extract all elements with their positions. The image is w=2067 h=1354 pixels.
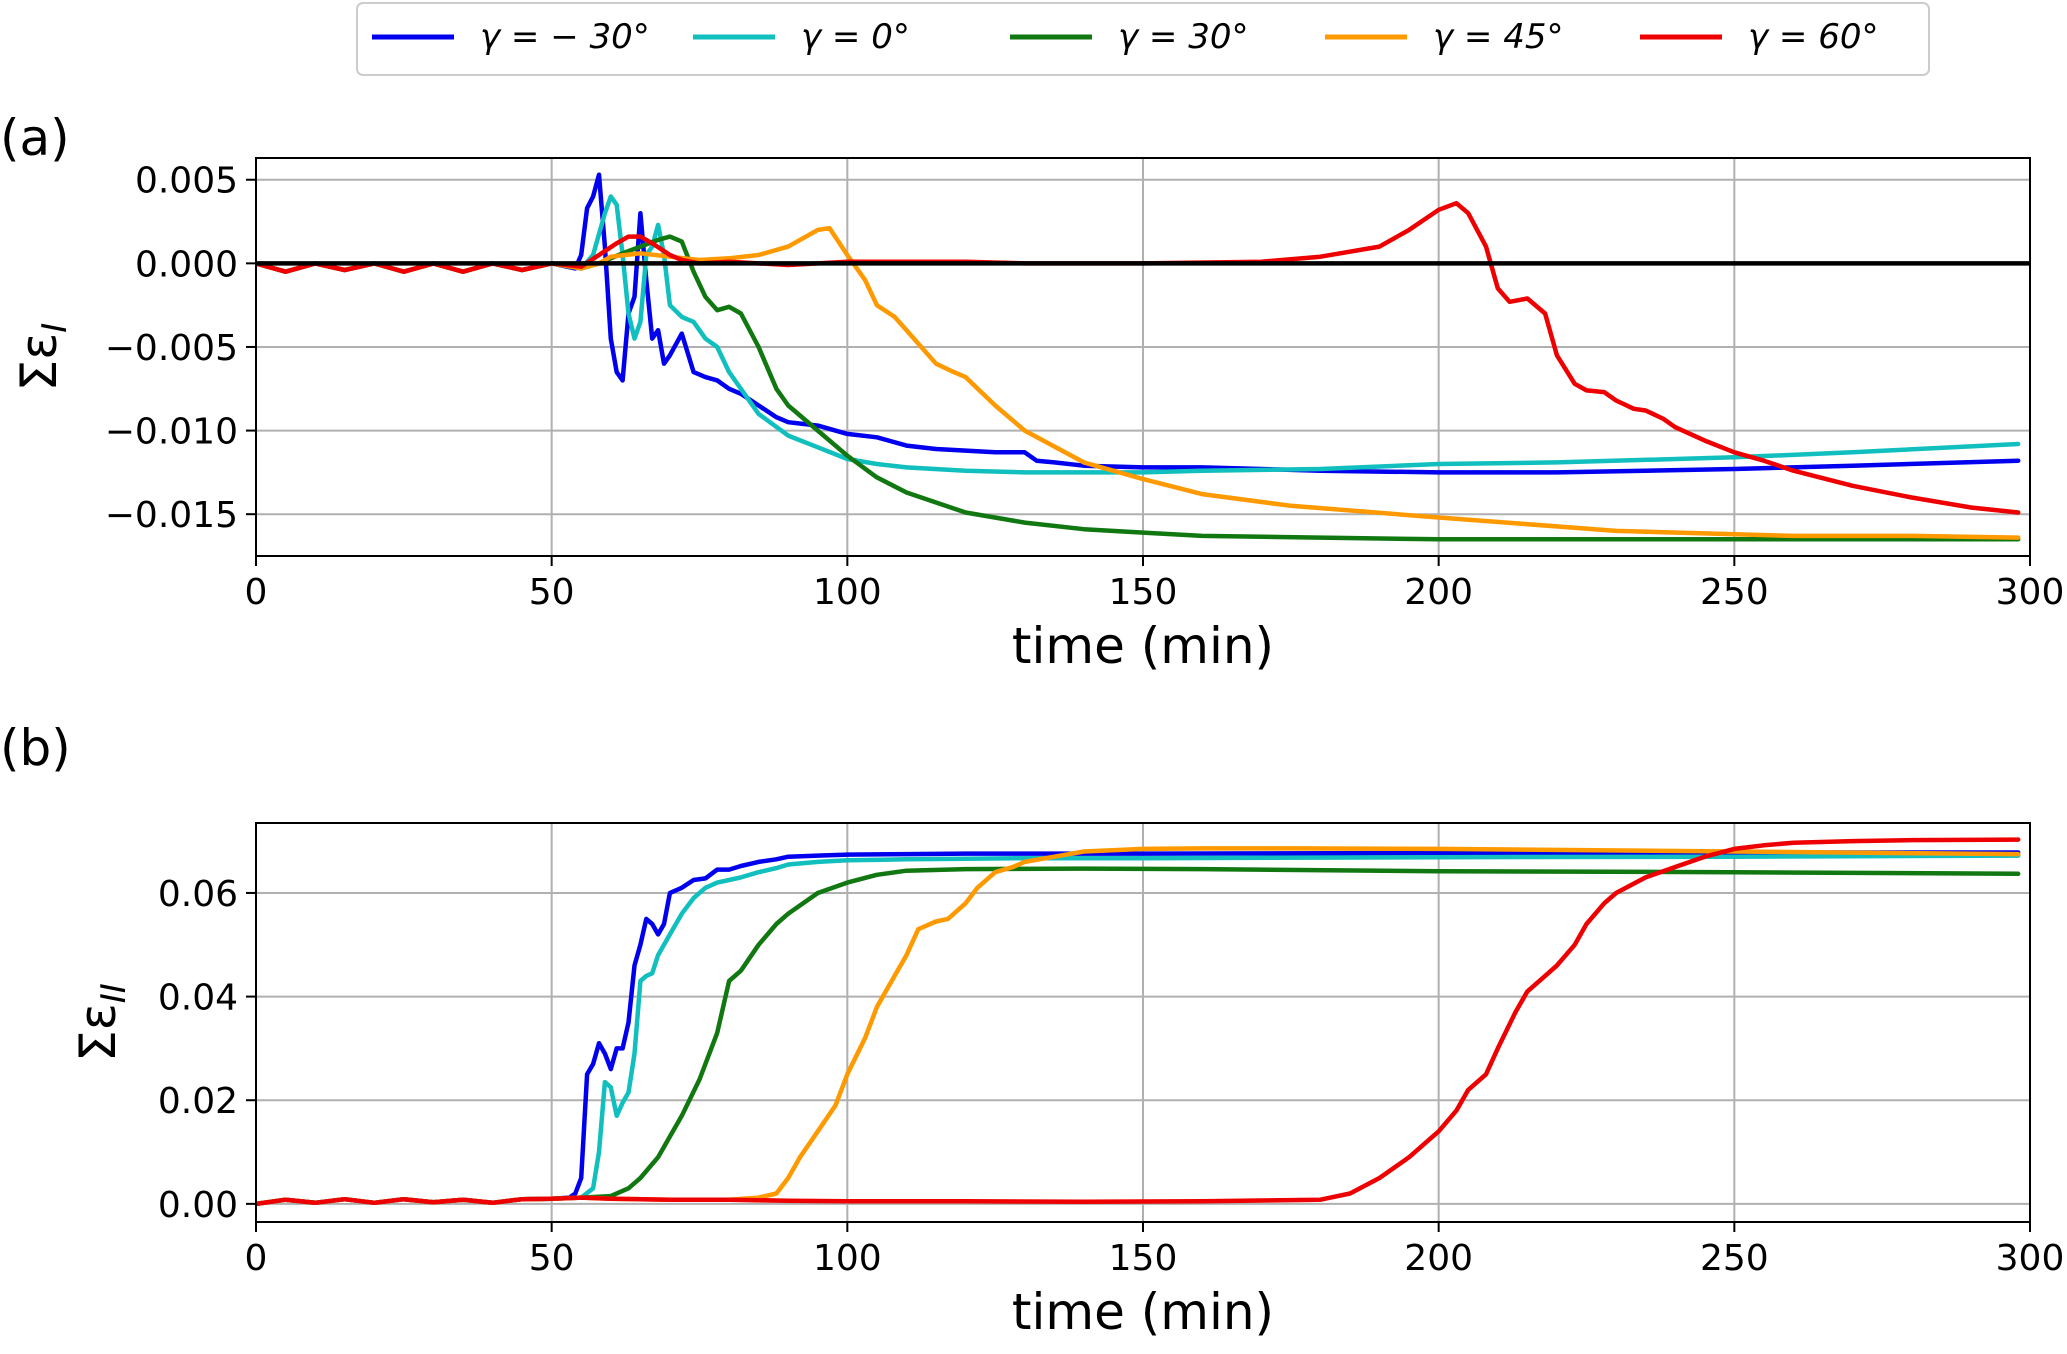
y-tick-label-0: 0.005 — [135, 161, 238, 202]
y-tick-label-1: 0.000 — [135, 244, 238, 285]
x-tick-label-0: 0 — [245, 572, 268, 613]
legend-label-1: γ = 0° — [801, 17, 910, 57]
x-tick-label-6: 300 — [1996, 1238, 2065, 1279]
series-group — [256, 172, 2021, 542]
panel-a-chart: 0 50 100 150 200 250 300 0.005 0.000 −0.005 −0.010… — [0, 109, 2064, 675]
x-tick-label-2: 100 — [813, 572, 882, 613]
series-line-3 — [256, 225, 2021, 540]
legend-label-0: γ = − 30° — [480, 17, 650, 57]
series-line-0 — [256, 172, 2021, 475]
y-tick-label-2: −0.005 — [105, 328, 238, 369]
x-tick-label-3: 150 — [1109, 1238, 1178, 1279]
x-tick-label-4: 200 — [1404, 1238, 1473, 1279]
series-line-3 — [256, 846, 2021, 1207]
x-tick-label-1: 50 — [529, 572, 575, 613]
legend-label-4: γ = 60° — [1748, 17, 1879, 57]
x-tick-label-1: 50 — [529, 1238, 575, 1279]
x-tick-label-5: 250 — [1700, 1238, 1769, 1279]
x-tick-label-3: 150 — [1109, 572, 1178, 613]
series-line-1 — [256, 853, 2021, 1207]
legend-label-3: γ = 45° — [1433, 17, 1564, 57]
legend: γ = − 30° γ = 0° γ = 30° γ = 45° γ = 60° — [356, 2, 1930, 76]
y-tick-label-3: 0.06 — [158, 874, 238, 915]
series-group — [256, 837, 2021, 1207]
x-axis-label: time (min) — [1012, 617, 1274, 675]
series-line-2 — [256, 234, 2021, 542]
axes-frame — [255, 822, 2031, 1223]
x-tick-label-6: 300 — [1996, 572, 2065, 613]
x-tick-label-2: 100 — [813, 1238, 882, 1279]
x-tick-label-4: 200 — [1404, 572, 1473, 613]
legend-frame — [356, 2, 1930, 76]
panel-b-chart: 0 50 100 150 200 250 300 0.00 0.02 0.04 0.06 time (… — [0, 719, 2064, 1341]
series-line-4 — [256, 837, 2021, 1207]
y-tick-label-3: −0.010 — [105, 412, 238, 453]
panel-label: (a) — [0, 109, 70, 167]
legend-label-2: γ = 30° — [1118, 17, 1249, 57]
y-axis-label: ΣεII — [69, 983, 134, 1062]
x-tick-label-5: 250 — [1700, 572, 1769, 613]
x-axis-label: time (min) — [1012, 1283, 1274, 1341]
y-tick-label-2: 0.04 — [158, 978, 238, 1019]
series-line-2 — [256, 866, 2021, 1207]
y-tick-label-0: 0.00 — [158, 1185, 238, 1226]
y-tick-label-4: −0.015 — [105, 495, 238, 536]
y-tick-label-1: 0.02 — [158, 1081, 238, 1122]
x-tick-label-0: 0 — [245, 1238, 268, 1279]
y-axis-label: ΣεI — [10, 323, 75, 392]
panel-label: (b) — [0, 719, 71, 777]
series-line-0 — [256, 850, 2021, 1207]
series-line-4 — [256, 200, 2021, 515]
axes-frame — [255, 157, 2031, 557]
